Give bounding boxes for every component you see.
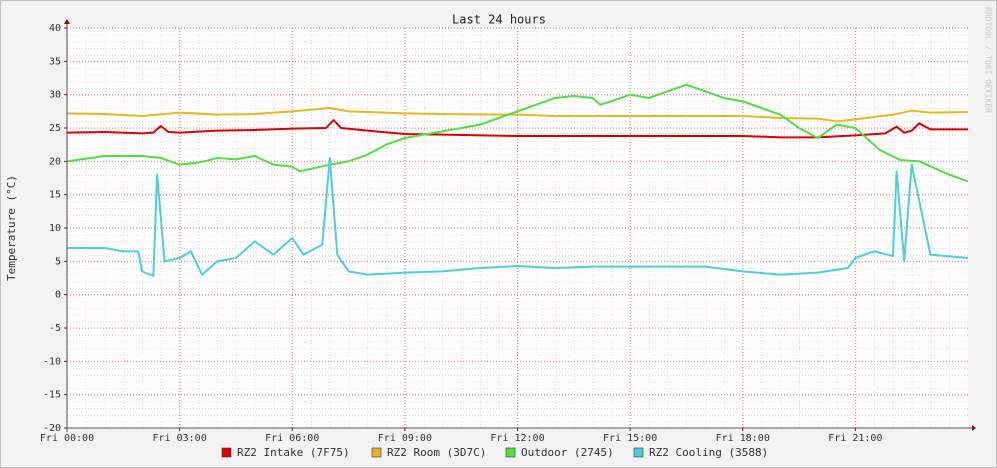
series [66,83,969,277]
x-tick-label: Fri 12:00 [490,433,544,444]
y-tick-label: 15 [49,190,61,201]
y-tick-label: 5 [55,256,61,267]
y-tick-label: -10 [43,356,61,367]
y-tick-label: 40 [49,23,61,34]
y-tick-label: -15 [43,390,61,401]
y-arrow [64,19,70,24]
y-tick-label: 10 [49,223,61,234]
legend-swatch [371,447,382,458]
x-tick-label: Fri 00:00 [40,433,94,444]
x-tick-label: Fri 18:00 [716,433,770,444]
y-tick-label: -5 [49,323,61,334]
watermark: RRDTOOL / TOBI OETIKER [984,7,993,113]
legend-swatch [221,447,232,458]
y-axis-label: Temperature (°C) [5,175,18,281]
y-tick-label: 20 [49,156,61,167]
x-tick-label: Fri 03:00 [153,433,207,444]
series-line [67,157,969,277]
legend-swatch [633,447,644,458]
y-tick-label: 30 [49,90,61,101]
legend-label: RZ2 Room (3D7C) [387,446,486,459]
y-tick-label: 35 [49,56,61,67]
series-line [66,119,968,139]
legend-swatch [505,447,516,458]
series-line [66,83,969,183]
y-tick-label: -20 [43,423,61,434]
x-tick-label: Fri 06:00 [265,433,319,444]
x-tick-label: Fri 21:00 [828,433,882,444]
legend-label: RZ2 Intake (7F75) [237,446,350,459]
x-tick-label: Fri 15:00 [603,433,657,444]
chart-title: Last 24 hours [452,13,546,27]
y-tick-label: 25 [49,123,61,134]
legend-label: RZ2 Cooling (3588) [649,446,768,459]
x-tick-label: Fri 09:00 [378,433,432,444]
legend-label: Outdoor (2745) [521,446,614,459]
x-arrow [972,425,976,431]
legend: RZ2 Intake (7F75) RZ2 Room (3D7C) Outdoor … [221,446,768,459]
axes [64,19,976,432]
series-line [66,107,969,123]
y-tick-label: 0 [55,290,61,301]
